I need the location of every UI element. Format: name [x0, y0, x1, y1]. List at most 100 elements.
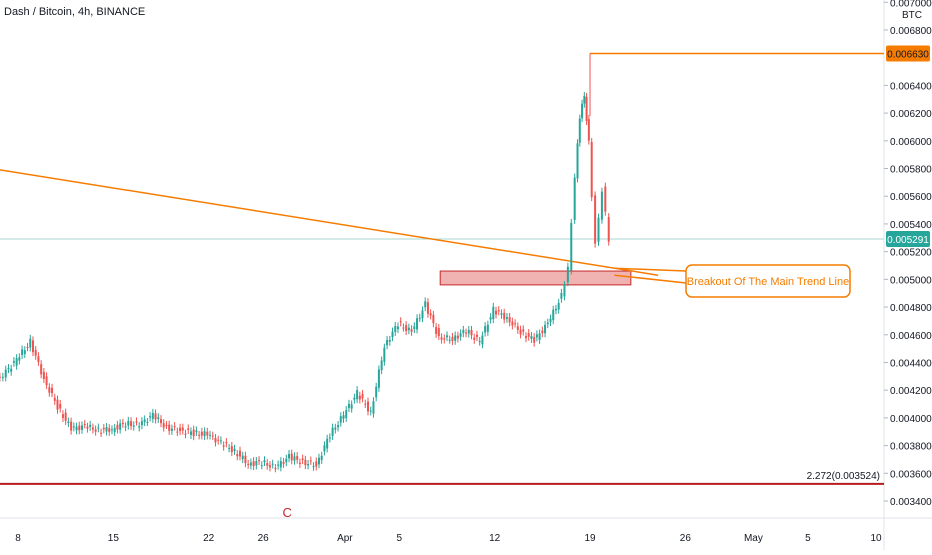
candle-body	[328, 437, 331, 439]
candle-body	[446, 335, 448, 338]
candle-body	[45, 376, 48, 386]
candle-body	[386, 339, 389, 346]
callout-leader	[614, 274, 687, 284]
candle-body	[377, 369, 380, 388]
candle-body	[268, 465, 271, 468]
y-tick-label: 0.006400	[890, 81, 932, 92]
candle-body	[323, 445, 326, 452]
candle-body	[162, 423, 165, 428]
candle-body	[503, 312, 506, 320]
candle-body	[337, 425, 340, 428]
candle-body	[511, 321, 514, 326]
candle-body	[301, 458, 304, 461]
candle-body	[320, 455, 323, 460]
candle-body	[160, 419, 162, 424]
candle-body	[367, 401, 370, 412]
candle-body	[214, 437, 217, 443]
candle-body	[435, 327, 438, 334]
candle-body	[154, 413, 157, 420]
candle-body	[492, 306, 495, 320]
y-tick-label: 0.004600	[890, 331, 932, 342]
chart-title: Dash / Bitcoin, 4h, BINANCE	[4, 6, 146, 18]
candle-body	[581, 103, 584, 119]
candle-body	[124, 426, 127, 428]
candle-body	[258, 460, 261, 462]
candle-body	[312, 466, 315, 468]
candle-body	[233, 448, 236, 451]
x-tick-label: 22	[203, 533, 215, 544]
candle-body	[157, 417, 160, 419]
candle-body	[255, 461, 258, 466]
candle-body	[23, 350, 26, 355]
candle-body	[26, 346, 29, 348]
candle-body	[573, 177, 576, 220]
candle-body	[342, 415, 345, 419]
y-tick-label: 0.005800	[890, 165, 932, 176]
candle-body	[402, 327, 405, 329]
candle-body	[34, 350, 37, 356]
candle-body	[119, 423, 122, 430]
candle-body	[383, 347, 386, 362]
candle-body	[78, 425, 81, 431]
candle-body	[317, 457, 320, 465]
candle-body	[149, 416, 152, 418]
candle-body	[211, 435, 214, 437]
candle-body	[81, 425, 84, 430]
candle-body	[394, 325, 397, 332]
fib-label: 2.272(0.003524)	[807, 471, 880, 482]
candle-body	[456, 335, 459, 339]
candle-body	[470, 329, 473, 336]
candle-body	[293, 456, 296, 461]
candle-body	[538, 333, 541, 340]
candle-body	[541, 330, 544, 334]
y-tick-label: 0.004200	[890, 386, 932, 397]
x-tick-label: Apr	[337, 533, 353, 544]
candle-body	[535, 334, 538, 338]
y-tick-label: 0.005200	[890, 248, 932, 259]
x-tick-label: 15	[108, 533, 120, 544]
candle-body	[146, 421, 149, 423]
candle-body	[375, 386, 378, 398]
candle-body	[416, 318, 419, 330]
candle-body	[105, 427, 108, 432]
candle-body	[10, 368, 13, 372]
candle-body	[489, 317, 492, 320]
candle-body	[405, 325, 408, 332]
candle-body	[304, 459, 307, 466]
candle-body	[230, 446, 233, 453]
current-price-badge	[886, 231, 930, 248]
candle-body	[440, 337, 443, 340]
candle-body	[225, 442, 228, 444]
candle-body	[478, 341, 481, 343]
candle-body	[391, 331, 394, 338]
candle-body	[353, 397, 356, 400]
candle-body	[187, 428, 190, 430]
candle-body	[241, 455, 244, 460]
x-tick-label: 5	[397, 533, 403, 544]
candle-body	[260, 465, 263, 467]
candle-body	[108, 428, 111, 432]
candle-body	[424, 301, 427, 308]
candle-body	[140, 421, 143, 426]
candle-body	[56, 399, 59, 410]
candle-body	[516, 326, 519, 330]
candle-body	[238, 450, 241, 457]
candle-body	[249, 462, 252, 466]
main-trend-line	[0, 169, 659, 276]
candle-body	[426, 302, 429, 314]
candle-body	[192, 429, 195, 437]
support-zone	[439, 270, 632, 286]
candle-body	[443, 338, 446, 340]
candle-body	[563, 285, 566, 297]
candle-body	[546, 322, 549, 325]
candle-body	[315, 461, 318, 467]
candle-body	[522, 329, 525, 332]
candle-body	[481, 335, 484, 345]
candle-body	[418, 317, 421, 319]
candle-body	[566, 266, 569, 283]
candle-body	[72, 426, 75, 428]
current-price-badge-text: 0.005291	[887, 235, 929, 246]
y-tick-label: 0.007000	[890, 0, 932, 9]
